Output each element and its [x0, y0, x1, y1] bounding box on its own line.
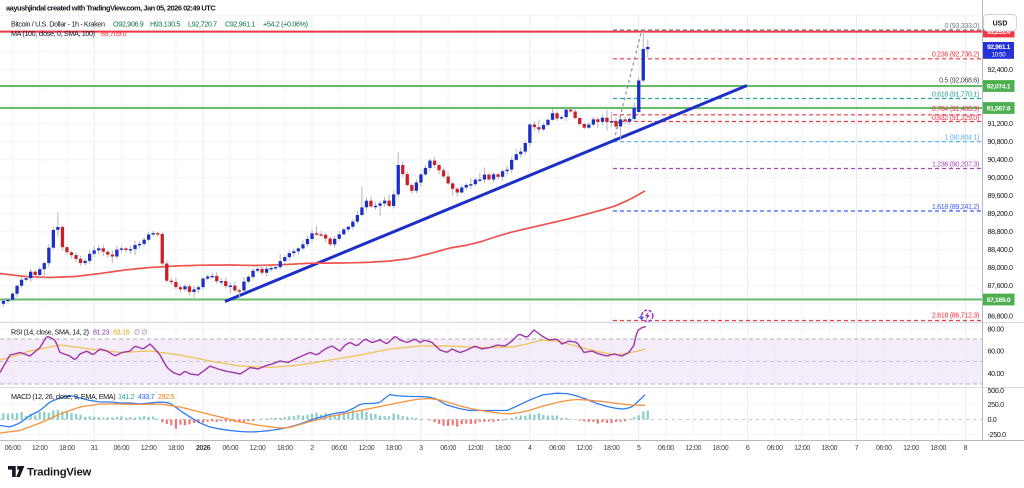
- svg-text:18:00: 18:00: [386, 445, 402, 452]
- svg-text:06:00: 06:00: [549, 445, 565, 452]
- svg-text:06:00: 06:00: [876, 445, 892, 452]
- svg-text:90,400.0: 90,400.0: [988, 155, 1014, 164]
- svg-text:Bitcoin / U.S. Dollar - 1h - K: Bitcoin / U.S. Dollar - 1h - Kraken: [11, 20, 105, 29]
- svg-text:18:00: 18:00: [59, 445, 75, 452]
- svg-text:06:00: 06:00: [767, 445, 783, 452]
- svg-text:292.5: 292.5: [158, 392, 175, 401]
- svg-text:+54.2 (+0.06%): +54.2 (+0.06%): [263, 20, 308, 29]
- svg-text:0.764 (91,400.9): 0.764 (91,400.9): [932, 104, 979, 113]
- svg-text:1 (90,804.1): 1 (90,804.1): [944, 132, 979, 141]
- svg-text:141.2: 141.2: [118, 392, 135, 401]
- svg-text:2: 2: [310, 445, 314, 452]
- svg-text:18:00: 18:00: [713, 445, 729, 452]
- svg-text:89,600.0: 89,600.0: [988, 191, 1014, 200]
- svg-text:90,800.0: 90,800.0: [988, 137, 1014, 146]
- svg-text:88,400.0: 88,400.0: [988, 245, 1014, 254]
- svg-text:3: 3: [419, 445, 423, 452]
- svg-text:06:00: 06:00: [440, 445, 456, 452]
- svg-text:2026: 2026: [196, 445, 211, 452]
- svg-text:aayushjindal created with Trad: aayushjindal created with TradingView.co…: [6, 3, 216, 12]
- svg-text:60.00: 60.00: [988, 346, 1005, 355]
- svg-text:87,169.0: 87,169.0: [987, 297, 1011, 304]
- svg-text:0.618 (91,770.1): 0.618 (91,770.1): [932, 89, 979, 98]
- svg-text:8: 8: [964, 445, 968, 452]
- svg-text:MACD (12, 26, close, 9, EMA, E: MACD (12, 26, close, 9, EMA, EMA): [11, 392, 115, 401]
- svg-text:18:00: 18:00: [604, 445, 620, 452]
- svg-text:7: 7: [855, 445, 859, 452]
- svg-text:18:00: 18:00: [930, 445, 946, 452]
- svg-text:12:00: 12:00: [903, 445, 919, 452]
- svg-text:500.0: 500.0: [988, 386, 1005, 395]
- svg-text:2.618 (86,712.3): 2.618 (86,712.3): [932, 310, 979, 319]
- svg-text:0.236 (92,736.2): 0.236 (92,736.2): [932, 50, 979, 59]
- svg-text:0.832 (91,229.0): 0.832 (91,229.0): [932, 113, 979, 122]
- svg-text:12:00: 12:00: [576, 445, 592, 452]
- svg-text:18:00: 18:00: [168, 445, 184, 452]
- svg-text:C92,961.1: C92,961.1: [225, 20, 255, 29]
- svg-text:86,800.0: 86,800.0: [988, 312, 1014, 321]
- svg-text:93,251.4: 93,251.4: [987, 29, 1011, 36]
- svg-text:1.236 (90,207.3): 1.236 (90,207.3): [932, 159, 979, 168]
- svg-text:12:00: 12:00: [141, 445, 157, 452]
- svg-text:12:00: 12:00: [32, 445, 48, 452]
- svg-text:31: 31: [91, 445, 99, 452]
- svg-text:1.618 (89,241.2): 1.618 (89,241.2): [932, 202, 979, 211]
- svg-text:18:00: 18:00: [495, 445, 511, 452]
- svg-text:250.0: 250.0: [988, 400, 1005, 409]
- svg-text:88,800.0: 88,800.0: [988, 227, 1014, 236]
- svg-text:12:00: 12:00: [359, 445, 375, 452]
- svg-text:12:00: 12:00: [794, 445, 810, 452]
- svg-text:10:50: 10:50: [992, 51, 1007, 58]
- svg-text:06:00: 06:00: [5, 445, 21, 452]
- svg-text:0.0: 0.0: [988, 415, 997, 424]
- svg-text:TradingView: TradingView: [27, 467, 92, 479]
- svg-text:∅ ∅: ∅ ∅: [134, 328, 148, 337]
- svg-text:06:00: 06:00: [222, 445, 238, 452]
- svg-text:5: 5: [637, 445, 641, 452]
- svg-text:06:00: 06:00: [331, 445, 347, 452]
- svg-text:H93,130.5: H93,130.5: [150, 20, 180, 29]
- svg-text:6: 6: [746, 445, 750, 452]
- svg-text:91,200.0: 91,200.0: [988, 119, 1014, 128]
- svg-text:06:00: 06:00: [658, 445, 674, 452]
- svg-text:87,600.0: 87,600.0: [988, 281, 1014, 290]
- svg-text:18:00: 18:00: [277, 445, 293, 452]
- svg-text:81.23: 81.23: [93, 328, 110, 337]
- svg-text:88,000.0: 88,000.0: [988, 263, 1014, 272]
- svg-text:433.7: 433.7: [138, 392, 155, 401]
- svg-text:63.16: 63.16: [113, 328, 130, 337]
- svg-text:12:00: 12:00: [467, 445, 483, 452]
- svg-text:L92,720.7: L92,720.7: [188, 20, 217, 29]
- svg-text:12:00: 12:00: [250, 445, 266, 452]
- svg-text:89,709.0: 89,709.0: [101, 29, 127, 38]
- svg-text:RSI (14, close, SMA, 14, 2): RSI (14, close, SMA, 14, 2): [11, 328, 89, 337]
- svg-text:18:00: 18:00: [821, 445, 837, 452]
- svg-text:80.00: 80.00: [988, 324, 1005, 333]
- svg-text:89,200.0: 89,200.0: [988, 209, 1014, 218]
- svg-text:MA (100, close, 0, SMA, 100): MA (100, close, 0, SMA, 100): [11, 29, 95, 38]
- svg-text:12:00: 12:00: [685, 445, 701, 452]
- svg-text:40.00: 40.00: [988, 369, 1005, 378]
- svg-text:0.5 (92,068.6): 0.5 (92,068.6): [939, 76, 979, 85]
- svg-text:06:00: 06:00: [114, 445, 130, 452]
- svg-text:USD: USD: [993, 21, 1008, 28]
- svg-text:4: 4: [528, 445, 532, 452]
- svg-text:92,961.1: 92,961.1: [987, 44, 1011, 51]
- svg-text:-250.0: -250.0: [988, 430, 1007, 439]
- svg-text:0 (93,333.0): 0 (93,333.0): [944, 21, 979, 30]
- svg-text:90,000.0: 90,000.0: [988, 173, 1014, 182]
- svg-text:92,074.1: 92,074.1: [987, 84, 1011, 91]
- svg-text:92,400.0: 92,400.0: [988, 65, 1014, 74]
- svg-text:91,567.6: 91,567.6: [987, 106, 1011, 113]
- svg-text:O92,906.9: O92,906.9: [113, 20, 144, 29]
